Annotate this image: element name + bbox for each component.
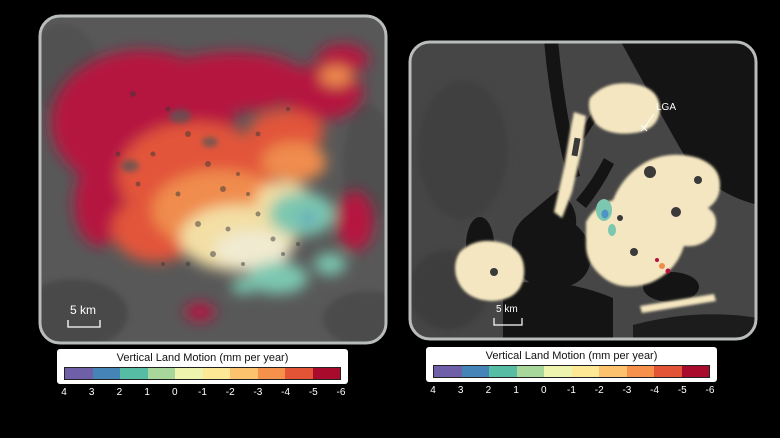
right-map-border [408, 40, 758, 341]
colorbar-tick: 2 [116, 387, 123, 398]
colorbar-segment [544, 366, 572, 377]
right-map-panel: LGA 5 km [408, 40, 758, 341]
colorbar-title: Vertical Land Motion (mm per year) [485, 350, 658, 362]
atlantic-water [633, 314, 756, 339]
colorbar-ticks: 4 3 2 1 0 -1 -2 -3 -4 -5 -6 [61, 386, 345, 399]
uplift-region [231, 192, 346, 294]
colorbar-tick: -2 [225, 387, 235, 398]
colorbar-tick: 4 [430, 385, 436, 396]
park-speckles [490, 137, 702, 276]
left-map-canvas: 5 km [38, 14, 388, 345]
colorbar-tick: -3 [622, 385, 632, 396]
colorbar-tick: -4 [281, 387, 291, 398]
left-map-content [40, 24, 386, 343]
colorbar-segment [434, 366, 462, 377]
colorbar-segment [175, 368, 203, 379]
uplift-strong-spot [300, 213, 316, 223]
bronx [588, 83, 660, 134]
colorbar-tick: 1 [144, 387, 150, 398]
colorbar-segment [120, 368, 148, 379]
right-colorbar: Vertical Land Motion (mm per year) 4 3 2 1 0… [426, 347, 717, 397]
colorbar-title: Vertical Land Motion (mm per year) [116, 352, 289, 364]
rockaway-strip [640, 294, 716, 313]
vlm-spots [596, 199, 671, 274]
colorbar-swatches [64, 367, 341, 380]
colorbar-segment [599, 366, 627, 377]
colorbar-tick: -4 [650, 385, 660, 396]
left-map-border [38, 14, 388, 345]
scale-label: 5 km [70, 303, 96, 317]
colorbar-tick: 2 [485, 385, 492, 396]
colorbar-segment [489, 366, 517, 377]
colorbar-tick: 1 [513, 385, 519, 396]
colorbar-tick: -1 [198, 387, 207, 398]
subsidence-severe-region [51, 44, 374, 321]
colorbar-box: Vertical Land Motion (mm per year) [57, 349, 348, 384]
colorbar-segment [92, 368, 120, 379]
colorbar-tick: 3 [88, 387, 95, 398]
colorbar-tick: 0 [541, 385, 547, 396]
colorbar-swatches [433, 365, 710, 378]
colorbar-segment [571, 366, 599, 377]
colorbar-tick: -5 [677, 385, 687, 396]
colorbar-tick: -1 [567, 385, 576, 396]
speckle-texture [115, 91, 300, 267]
colorbar-segment [626, 366, 654, 377]
staten-island [455, 240, 525, 301]
right-scale-bar: 5 km [493, 304, 523, 326]
right-map-canvas: LGA 5 km [408, 40, 758, 341]
colorbar-segment [202, 368, 230, 379]
vlm-heatmap [51, 44, 374, 321]
colorbar-segment [312, 368, 340, 379]
colorbar-tick: -6 [336, 387, 346, 398]
colorbar-segment [654, 366, 682, 377]
left-colorbar: Vertical Land Motion (mm per year) 4 3 2 1 0… [57, 349, 348, 399]
lga-annotation: LGA [640, 102, 676, 132]
colorbar-segment [285, 368, 313, 379]
colorbar-box: Vertical Land Motion (mm per year) [426, 347, 717, 382]
colorbar-segment [516, 366, 544, 377]
colorbar-segment [257, 368, 285, 379]
scale-label: 5 km [496, 304, 518, 315]
left-scale-bar: 5 km [67, 303, 101, 328]
colorbar-segment [147, 368, 175, 379]
colorbar-tick: -6 [705, 385, 715, 396]
colorbar-segment [461, 366, 489, 377]
right-map-content: LGA [410, 42, 756, 339]
water [466, 42, 756, 339]
scale-bracket [493, 318, 523, 326]
lga-label: LGA [656, 102, 676, 113]
colorbar-tick: -5 [308, 387, 318, 398]
brooklyn-queens [586, 154, 720, 287]
colorbar-segment [681, 366, 709, 377]
left-map-panel: 5 km [38, 14, 388, 345]
lga-marker-icon [640, 124, 648, 132]
colorbar-tick: -3 [253, 387, 263, 398]
colorbar-tick: 3 [457, 385, 464, 396]
terrain-texture [40, 24, 386, 343]
data-gaps [121, 109, 218, 172]
colorbar-tick: -2 [594, 385, 604, 396]
colorbar-segment [230, 368, 258, 379]
colorbar-segment [65, 368, 93, 379]
colorbar-ticks: 4 3 2 1 0 -1 -2 -3 -4 -5 -6 [430, 384, 714, 397]
scale-bracket [67, 320, 101, 328]
colorbar-tick: 0 [172, 387, 178, 398]
colorbar-tick: 4 [61, 387, 67, 398]
